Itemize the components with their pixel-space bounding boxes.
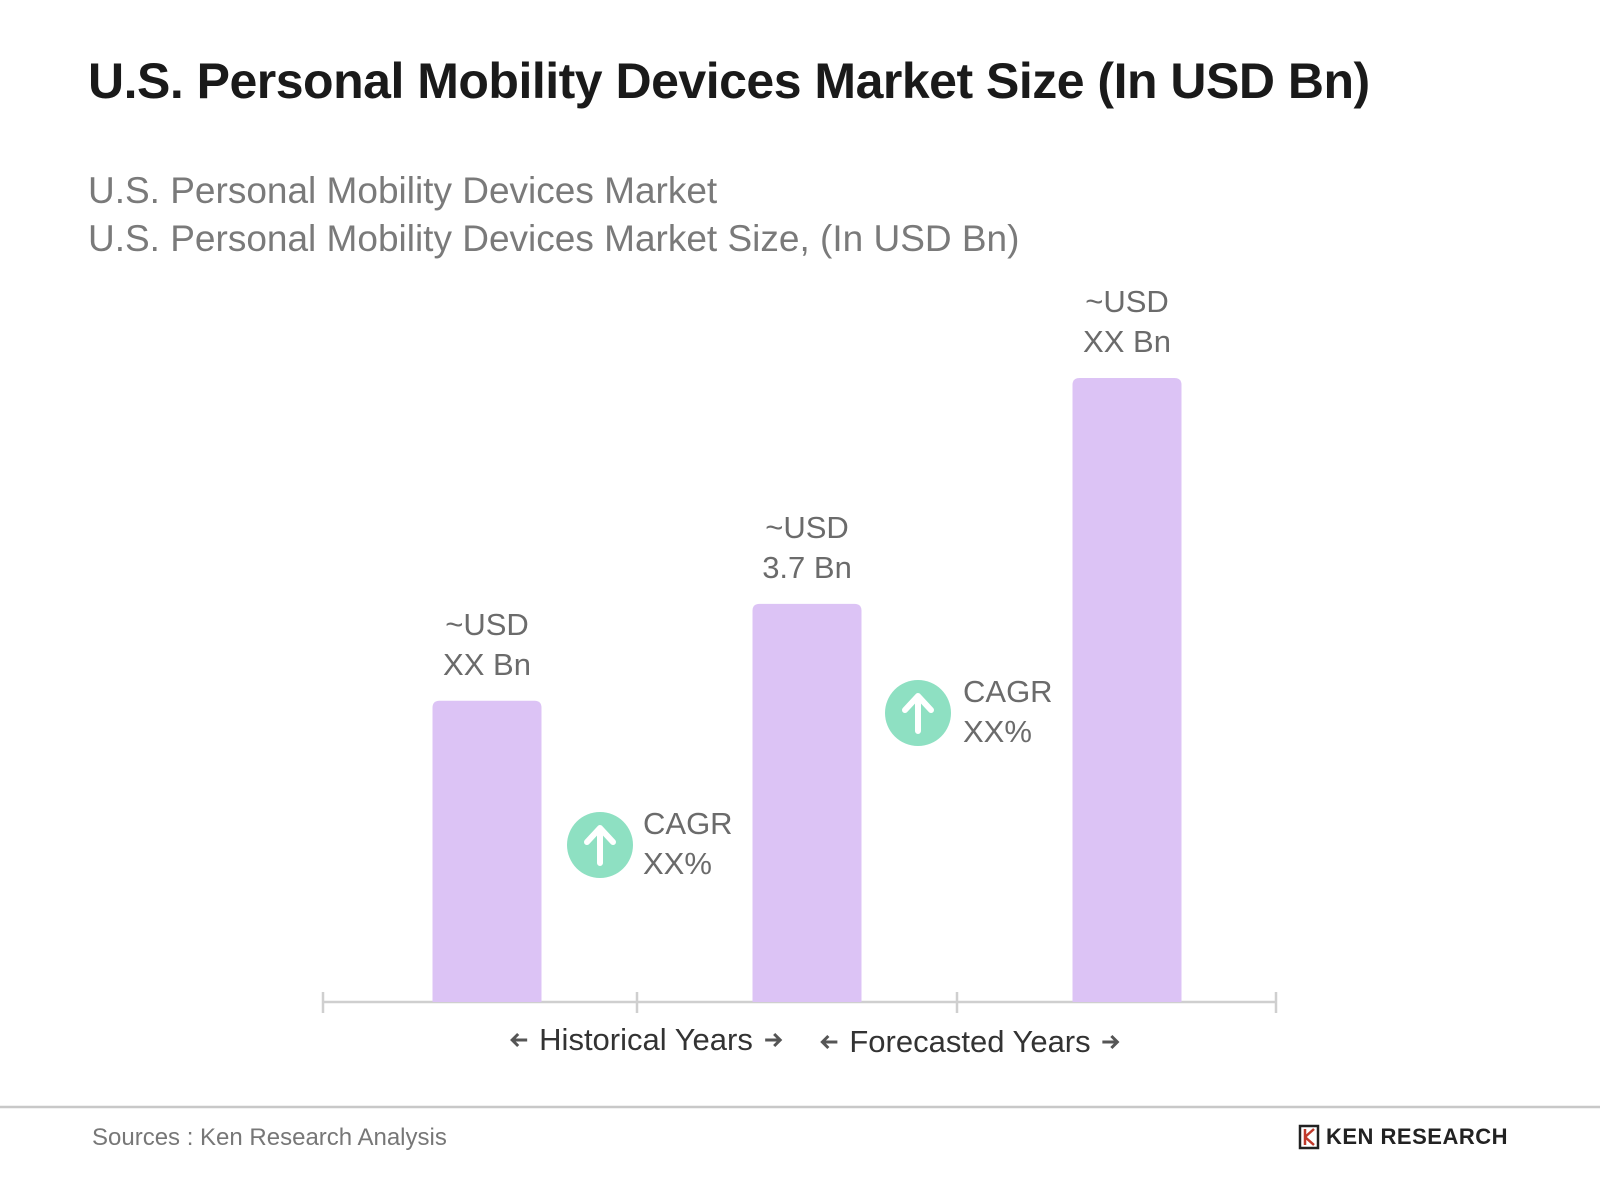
x-segment: Historical Years xyxy=(509,1022,783,1058)
x-segment: Forecasted Years xyxy=(819,1024,1120,1060)
x-segment-label: Forecasted Years xyxy=(849,1024,1091,1059)
chart-title: U.S. Personal Mobility Devices Market Si… xyxy=(88,53,1370,109)
arrow-right xyxy=(1102,1034,1120,1050)
source-note: Sources : Ken Research Analysis xyxy=(92,1124,447,1151)
value-label: ~USD 3.7 Bn xyxy=(762,509,852,585)
cagr-arrow xyxy=(902,693,934,734)
cagr-label: CAGR XX% xyxy=(643,806,733,881)
arrow-left xyxy=(820,1034,838,1050)
bar xyxy=(1072,378,1182,1002)
arrow-right xyxy=(764,1032,782,1048)
x-segment-label: Historical Years xyxy=(539,1022,753,1057)
value-label: ~USD XX Bn xyxy=(443,606,531,682)
bar xyxy=(752,603,862,1002)
bar xyxy=(432,700,542,1002)
subtitle: U.S. Personal Mobility Devices Market Si… xyxy=(88,218,1020,259)
cagr-arrow xyxy=(584,825,616,866)
logo: KEN RESEARCH xyxy=(1298,1124,1508,1150)
subtitle: U.S. Personal Mobility Devices Market xyxy=(88,170,718,211)
arrow-left xyxy=(510,1032,528,1048)
cagr-label: CAGR XX% xyxy=(963,674,1053,749)
value-label: ~USD XX Bn xyxy=(1083,284,1171,359)
logo-text: KEN RESEARCH xyxy=(1325,1124,1508,1149)
logo-icon xyxy=(1298,1124,1320,1150)
